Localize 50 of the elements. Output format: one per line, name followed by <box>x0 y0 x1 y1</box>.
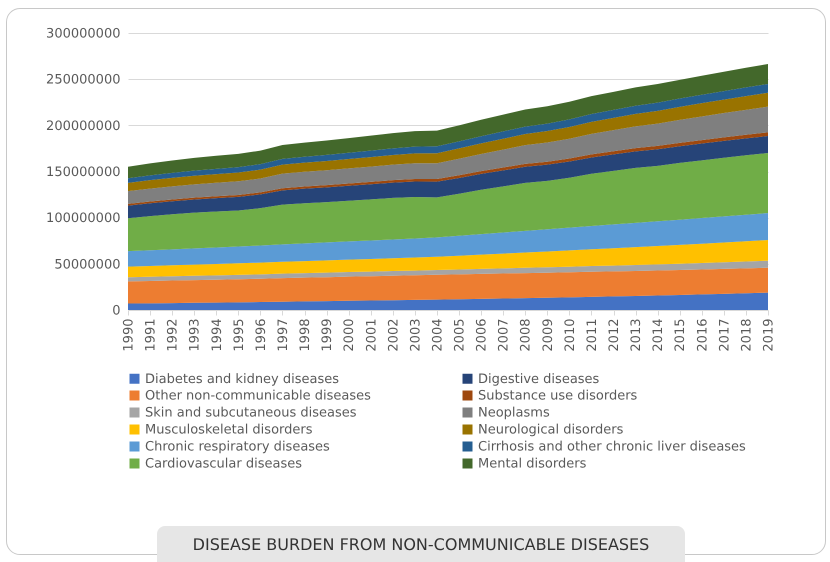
legend-label: Cirrhosis and other chronic liver diseases <box>478 440 746 454</box>
legend-label: Diabetes and kidney diseases <box>145 372 340 387</box>
legend-label: Musculoskeletal disorders <box>145 422 313 438</box>
x-tick-label: 2013 <box>629 318 644 352</box>
x-tick-label: 2006 <box>474 318 490 352</box>
x-tick-label: 2005 <box>452 318 468 352</box>
y-tick-label: 50000000 <box>54 257 120 272</box>
x-tick-label: 1991 <box>144 318 159 352</box>
x-tick-label: 2018 <box>739 318 754 352</box>
y-tick-label: 300000000 <box>46 26 120 42</box>
x-tick-label: 2000 <box>342 318 358 352</box>
x-tick-label: 2019 <box>762 318 776 352</box>
legend-label: Other non-communicable diseases <box>145 388 372 404</box>
x-tick-label: 2010 <box>562 318 578 352</box>
x-tick-label: 2002 <box>386 318 402 352</box>
x-tick-label: 2009 <box>540 318 556 352</box>
y-tick-label: 250000000 <box>46 72 120 88</box>
x-tick-label: 2012 <box>607 318 622 352</box>
x-tick-label: 2003 <box>408 318 424 352</box>
x-tick-label: 1990 <box>122 318 136 352</box>
x-tick-label: 1994 <box>210 318 225 352</box>
x-tick-label: 2007 <box>496 318 512 352</box>
x-tick-label: 2008 <box>518 318 534 352</box>
y-tick-label: 0 <box>112 304 120 318</box>
x-tick-label: 2001 <box>364 318 380 352</box>
x-tick-label: 2016 <box>695 318 710 352</box>
x-tick-label: 1999 <box>320 318 336 352</box>
legend-label: Neoplasms <box>478 406 550 420</box>
legend-label: Chronic respiratory diseases <box>145 440 330 454</box>
x-tick-label: 1998 <box>298 318 314 352</box>
x-tick-label: 2011 <box>584 318 600 352</box>
legend-label: Substance use disorders <box>478 388 638 404</box>
legend-label: Digestive diseases <box>478 372 600 387</box>
x-tick-label: 2015 <box>673 318 688 352</box>
x-tick-label: 2004 <box>430 318 446 352</box>
x-tick-label: 1997 <box>276 318 291 352</box>
x-tick-label: 1996 <box>254 318 269 352</box>
legend-label: Neurological disorders <box>478 422 624 438</box>
legend-label: Mental disorders <box>478 456 587 472</box>
y-tick-label: 150000000 <box>46 165 120 180</box>
legend-label: Skin and subcutaneous diseases <box>145 406 357 420</box>
x-tick-label: 2014 <box>651 318 666 352</box>
x-tick-label: 2017 <box>717 318 732 352</box>
x-tick-label: 1995 <box>232 318 247 352</box>
x-tick-label: 1992 <box>166 318 181 352</box>
legend-label: Cardiovascular diseases <box>145 456 302 472</box>
y-tick-label: 200000000 <box>46 118 120 134</box>
text: DISEASE BURDEN FROM NON-COMMUNICABLE DISEASES <box>157 526 685 562</box>
x-tick-label: 1993 <box>188 318 203 352</box>
y-tick-label: 100000000 <box>46 211 120 226</box>
